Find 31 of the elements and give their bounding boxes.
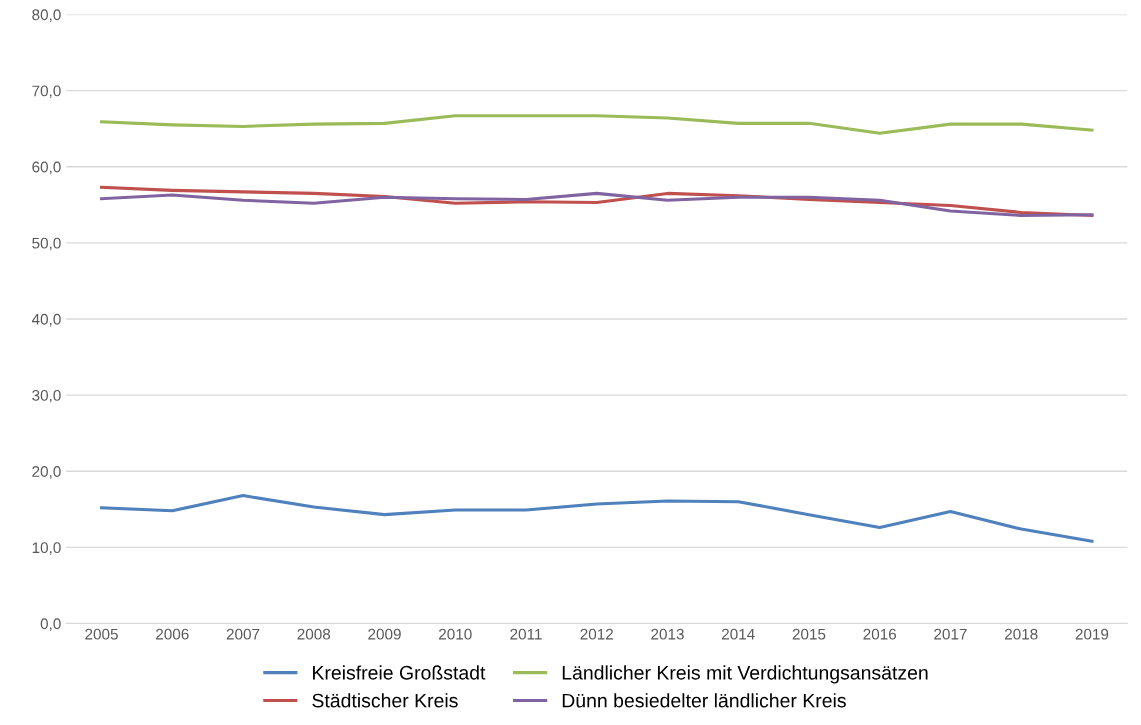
x-tick-label: 2014 (722, 628, 755, 640)
x-tick-label: 2019 (1075, 628, 1109, 640)
x-tick-label: 2009 (368, 628, 401, 640)
x-tick-label: 2011 (510, 628, 542, 640)
x-tick-label: 2005 (85, 628, 118, 640)
x-tick-label: 2018 (1004, 628, 1038, 640)
legend-label: Dünn besiedelter ländlicher Kreis (562, 693, 846, 708)
x-tick-label: 2007 (226, 628, 260, 640)
legend-label: Städtischer Kreis (312, 693, 458, 708)
y-tick-label: 80,0 (32, 9, 61, 22)
line-series (100, 191, 1094, 217)
y-tick-label: 10,0 (32, 542, 61, 555)
x-tick-label: 2016 (863, 628, 897, 640)
y-tick-label: 40,0 (31, 313, 61, 327)
y-tick-label: 20,0 (32, 466, 61, 479)
y-tick-label: 30,0 (32, 389, 61, 403)
x-tick-label: 2006 (156, 628, 189, 640)
x-tick-label: 2008 (297, 628, 331, 640)
x-tick-label: 2012 (580, 628, 613, 640)
y-tick-label: 70,0 (32, 85, 61, 99)
x-tick-label: 2017 (934, 628, 967, 640)
legend-label: Kreisfreie Großstadt (313, 665, 486, 680)
y-tick-label: 60,0 (32, 161, 61, 175)
y-tick-label: 50,0 (32, 237, 61, 251)
x-tick-label: 2015 (792, 628, 826, 640)
y-tick-label: 0,0 (40, 618, 61, 631)
x-tick-label: 2013 (651, 628, 684, 640)
line-series (100, 114, 1094, 135)
line-series (100, 494, 1094, 543)
x-tick-label: 2010 (439, 628, 472, 640)
legend-label: Ländlicher Kreis mit Verdichtungsansätzen (562, 665, 928, 684)
